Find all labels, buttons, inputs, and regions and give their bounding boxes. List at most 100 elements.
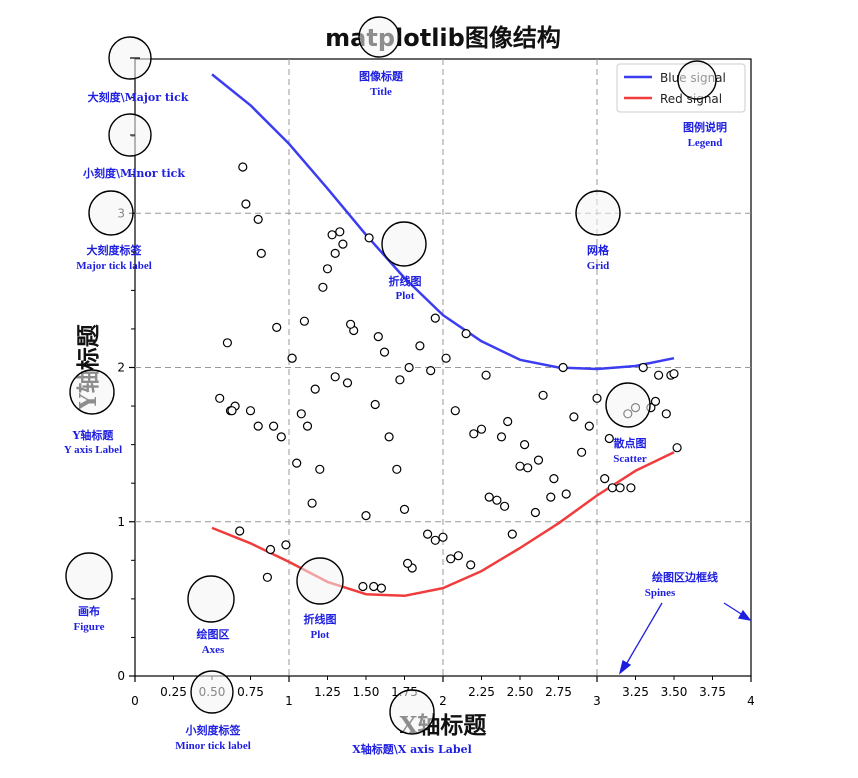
grid [135, 59, 751, 676]
scatter-point [302, 421, 313, 431]
anno-scatter-cn: 散点图 [614, 436, 647, 450]
scatter-point [370, 399, 380, 410]
scatter-point [253, 214, 263, 224]
marker-minor-tick-label [190, 670, 234, 714]
anno-grid-en: Grid [587, 260, 610, 272]
scatter-point [399, 504, 410, 514]
anno-major-tick-label-cn: 大刻度标签 [87, 243, 143, 257]
x-minor-tick-label: 2.50 [507, 685, 534, 699]
y-major-tick-label: 1 [117, 515, 125, 529]
scatter-point [272, 322, 282, 332]
x-minor-tick-label: 3.75 [699, 685, 726, 699]
scatter-point [315, 464, 325, 474]
anno-plot-blue-en: Plot [396, 290, 415, 302]
scatter-point [403, 558, 413, 569]
scatter-point [369, 581, 379, 592]
scatter-point [503, 416, 513, 427]
x-major-tick-label: 0 [131, 694, 139, 708]
scatter-point [569, 412, 579, 422]
marker-grid [575, 190, 621, 236]
spines-arrow-left [623, 602, 663, 669]
marker-title [358, 16, 400, 58]
anno-plot-red-en: Plot [311, 629, 330, 641]
anno-y-label-cn: Y轴标题 [72, 428, 115, 442]
scatter-point [430, 535, 440, 545]
anno-plot-red-cn: 折线图 [304, 612, 337, 626]
scatter-point [661, 409, 671, 419]
scatter-point [438, 532, 448, 542]
scatter-point [600, 474, 610, 484]
scatter-point [466, 560, 476, 570]
anno-legend-en: Legend [688, 137, 723, 149]
scatter-point [235, 526, 245, 536]
scatter-point [558, 362, 568, 373]
scatter-point [358, 581, 368, 592]
spines-arrows [618, 602, 752, 675]
x-minor-tick-label: 2.75 [545, 685, 572, 699]
anno-title-en: Title [370, 86, 392, 98]
anno-axes-en: Axes [202, 644, 225, 656]
scatter-point [626, 483, 636, 493]
scatter-point [373, 332, 383, 342]
scatter-point [281, 540, 291, 550]
annotation-labels: 图像标题 Title 大刻度\Major tick 小刻度\Minor tick… [64, 69, 727, 756]
scatter-point [538, 390, 548, 400]
x-minor-tick-label: 2.25 [468, 685, 495, 699]
annotation-markers [65, 16, 717, 735]
scatter-point [222, 338, 232, 348]
scatter-point [338, 239, 348, 249]
anno-axes-cn: 绘图区 [197, 627, 230, 641]
scatter-point [604, 433, 614, 444]
scatter-point [461, 329, 471, 339]
scatter-point [330, 372, 340, 382]
marker-major-tick-label [88, 190, 134, 236]
anno-figure-cn: 画布 [78, 604, 100, 618]
scatter-point [392, 464, 402, 474]
anno-spines-cn: 绘图区边框线 [652, 570, 718, 584]
scatter-point [245, 406, 256, 416]
scatter-point [576, 447, 587, 457]
scatter-point [561, 489, 571, 499]
marker-axes [187, 575, 235, 623]
x-major-tick-label: 1 [285, 694, 293, 708]
scatter-point [376, 583, 386, 593]
anno-minor-tick-cn: 小刻度\Minor tick [82, 166, 185, 180]
anno-legend-cn: 图例说明 [683, 120, 727, 134]
scatter-point [256, 248, 266, 258]
anno-spines-en: Spines [645, 587, 676, 599]
scatter-point [615, 483, 625, 493]
scatter-point [327, 230, 337, 240]
x-major-tick-label: 4 [747, 694, 755, 708]
scatter-point [492, 495, 502, 505]
scatter-point [335, 227, 345, 237]
scatter-point [546, 492, 556, 502]
scatter-point [519, 440, 530, 450]
scatter-point [500, 501, 510, 511]
scatter-point [296, 409, 306, 419]
scatter-point [650, 396, 661, 406]
scatter-point [227, 406, 237, 416]
x-minor-tick-label: 0.25 [160, 685, 187, 699]
anno-minor-tick-label-cn: 小刻度标签 [185, 723, 242, 737]
anno-figure-en: Figure [74, 621, 105, 633]
line-f03c3c [211, 451, 675, 598]
anno-major-tick-cn: 大刻度\Major tick [88, 90, 189, 104]
scatter-point [241, 199, 251, 209]
scatter-point [262, 572, 272, 582]
x-minor-tick-label: 1.25 [314, 685, 341, 699]
marker-scatter [605, 382, 651, 428]
x-minor-tick-label: 3.50 [661, 685, 688, 699]
scatter-point [318, 282, 328, 292]
anno-major-tick-label-en: Major tick label [76, 260, 152, 272]
scatter-point [507, 529, 517, 539]
marker-x-label [389, 689, 435, 735]
scatter-point [364, 233, 374, 243]
scatter-point [415, 341, 425, 351]
anno-minor-tick-label-en: Minor tick label [175, 740, 251, 752]
scatter-point [484, 492, 494, 502]
x-minor-tick-label: 3.25 [622, 685, 649, 699]
spines-arrowhead-right [737, 609, 752, 621]
scatter-point [346, 319, 356, 329]
spines-arrowhead-left [618, 660, 632, 675]
